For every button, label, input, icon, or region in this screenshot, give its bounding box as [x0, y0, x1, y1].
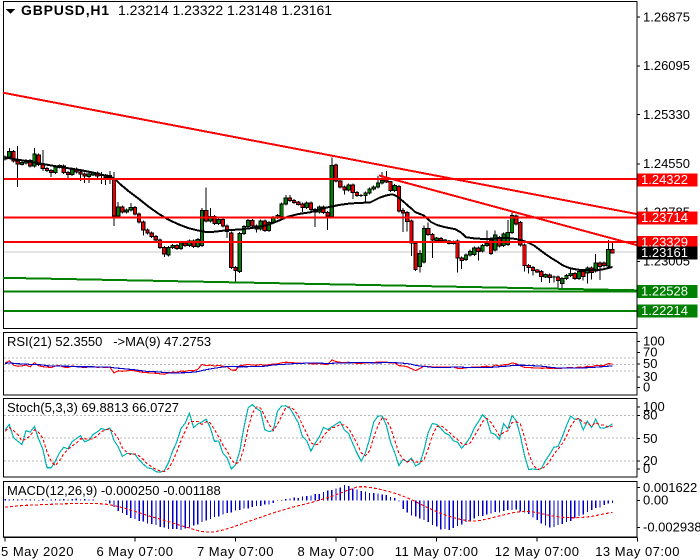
- svg-text:20: 20: [643, 453, 657, 468]
- svg-text:RSI(21) 52.3550 ->MA(9) 47.2: RSI(21) 52.3550 ->MA(9) 47.2753: [7, 334, 211, 349]
- svg-text:1.24550: 1.24550: [643, 156, 690, 171]
- svg-text:13 May 07:00: 13 May 07:00: [595, 544, 680, 559]
- svg-text:1.26875: 1.26875: [643, 9, 690, 24]
- svg-text:70: 70: [643, 345, 657, 360]
- svg-text:30: 30: [643, 369, 657, 384]
- svg-text:1.23714: 1.23714: [641, 210, 688, 225]
- svg-text:MACD(12,26,9) -0.000250 -0.001: MACD(12,26,9) -0.000250 -0.001188: [7, 483, 221, 498]
- svg-text:1.24322: 1.24322: [641, 172, 688, 187]
- svg-text:1.23329: 1.23329: [641, 235, 688, 250]
- svg-text:7 May 07:00: 7 May 07:00: [197, 544, 274, 559]
- svg-text:50: 50: [643, 431, 657, 446]
- svg-text:1.25330: 1.25330: [643, 107, 690, 122]
- svg-text:-0.002938: -0.002938: [643, 520, 700, 535]
- svg-text:0: 0: [643, 461, 650, 476]
- svg-text:100: 100: [643, 334, 665, 349]
- svg-text:6 May 07:00: 6 May 07:00: [96, 544, 173, 559]
- svg-text:1.23161: 1.23161: [641, 245, 688, 260]
- svg-text:80: 80: [643, 408, 657, 423]
- svg-text:100: 100: [643, 399, 665, 414]
- svg-text:5 May 2020: 5 May 2020: [1, 544, 74, 559]
- svg-text:50: 50: [643, 356, 657, 371]
- svg-text:1.22214: 1.22214: [641, 303, 688, 318]
- svg-text:12 May 07:00: 12 May 07:00: [495, 544, 580, 559]
- svg-text:0.001622: 0.001622: [643, 480, 697, 495]
- svg-text:11 May 07:00: 11 May 07:00: [395, 544, 479, 559]
- svg-text:1.23214 1.23322 1.23148 1.2316: 1.23214 1.23322 1.23148 1.23161: [118, 2, 332, 18]
- svg-text:0: 0: [643, 380, 650, 395]
- svg-text:Stoch(5,3,3) 69.8813 66.0727: Stoch(5,3,3) 69.8813 66.0727: [7, 400, 179, 415]
- svg-text:1.26095: 1.26095: [643, 58, 690, 73]
- svg-text:0.00: 0.00: [643, 493, 668, 508]
- svg-text:8 May 07:00: 8 May 07:00: [297, 544, 374, 559]
- svg-text:1.22528: 1.22528: [641, 284, 688, 299]
- svg-text:GBPUSD,H1: GBPUSD,H1: [21, 2, 110, 18]
